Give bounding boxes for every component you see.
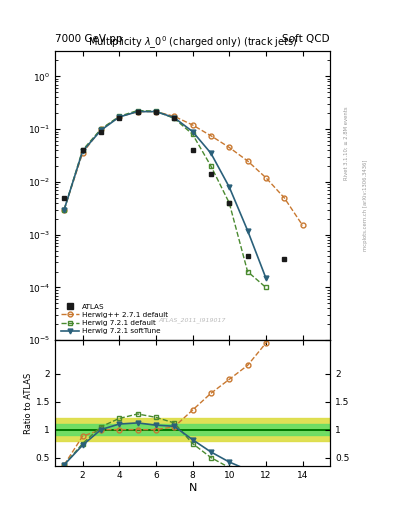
Title: Multiplicity $\lambda\_0^0$ (charged only) (track jets): Multiplicity $\lambda\_0^0$ (charged onl… xyxy=(88,35,298,51)
Text: Rivet 3.1.10; ≥ 2.8M events: Rivet 3.1.10; ≥ 2.8M events xyxy=(343,106,348,180)
Text: ATLAS_2011_I919017: ATLAS_2011_I919017 xyxy=(159,317,226,323)
Text: 7000 GeV pp: 7000 GeV pp xyxy=(55,33,123,44)
Text: mcplots.cern.ch [arXiv:1306.3436]: mcplots.cern.ch [arXiv:1306.3436] xyxy=(363,159,368,250)
Text: Soft QCD: Soft QCD xyxy=(283,33,330,44)
Bar xyxy=(55,418,330,441)
Bar xyxy=(55,424,330,435)
Legend: ATLAS, Herwig++ 2.7.1 default, Herwig 7.2.1 default, Herwig 7.2.1 softTune: ATLAS, Herwig++ 2.7.1 default, Herwig 7.… xyxy=(59,302,170,336)
Y-axis label: Ratio to ATLAS: Ratio to ATLAS xyxy=(24,372,33,434)
X-axis label: N: N xyxy=(188,482,197,493)
